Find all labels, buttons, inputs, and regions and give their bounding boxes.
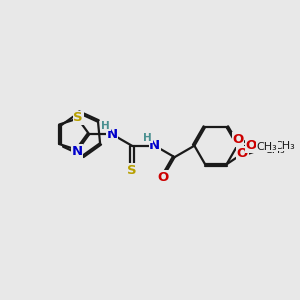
Text: O: O (232, 133, 244, 146)
Text: S: S (74, 111, 83, 124)
Text: CH₃: CH₃ (264, 145, 285, 155)
Text: S: S (127, 164, 137, 176)
Text: O: O (158, 171, 169, 184)
Text: N: N (149, 139, 160, 152)
Text: CH₃: CH₃ (256, 142, 277, 152)
Text: CH₃: CH₃ (274, 141, 295, 151)
Text: O: O (245, 139, 256, 152)
Text: N: N (72, 145, 83, 158)
Text: O: O (237, 147, 248, 160)
Text: H: H (101, 121, 110, 131)
Text: N: N (106, 128, 118, 141)
Text: H: H (143, 133, 152, 143)
